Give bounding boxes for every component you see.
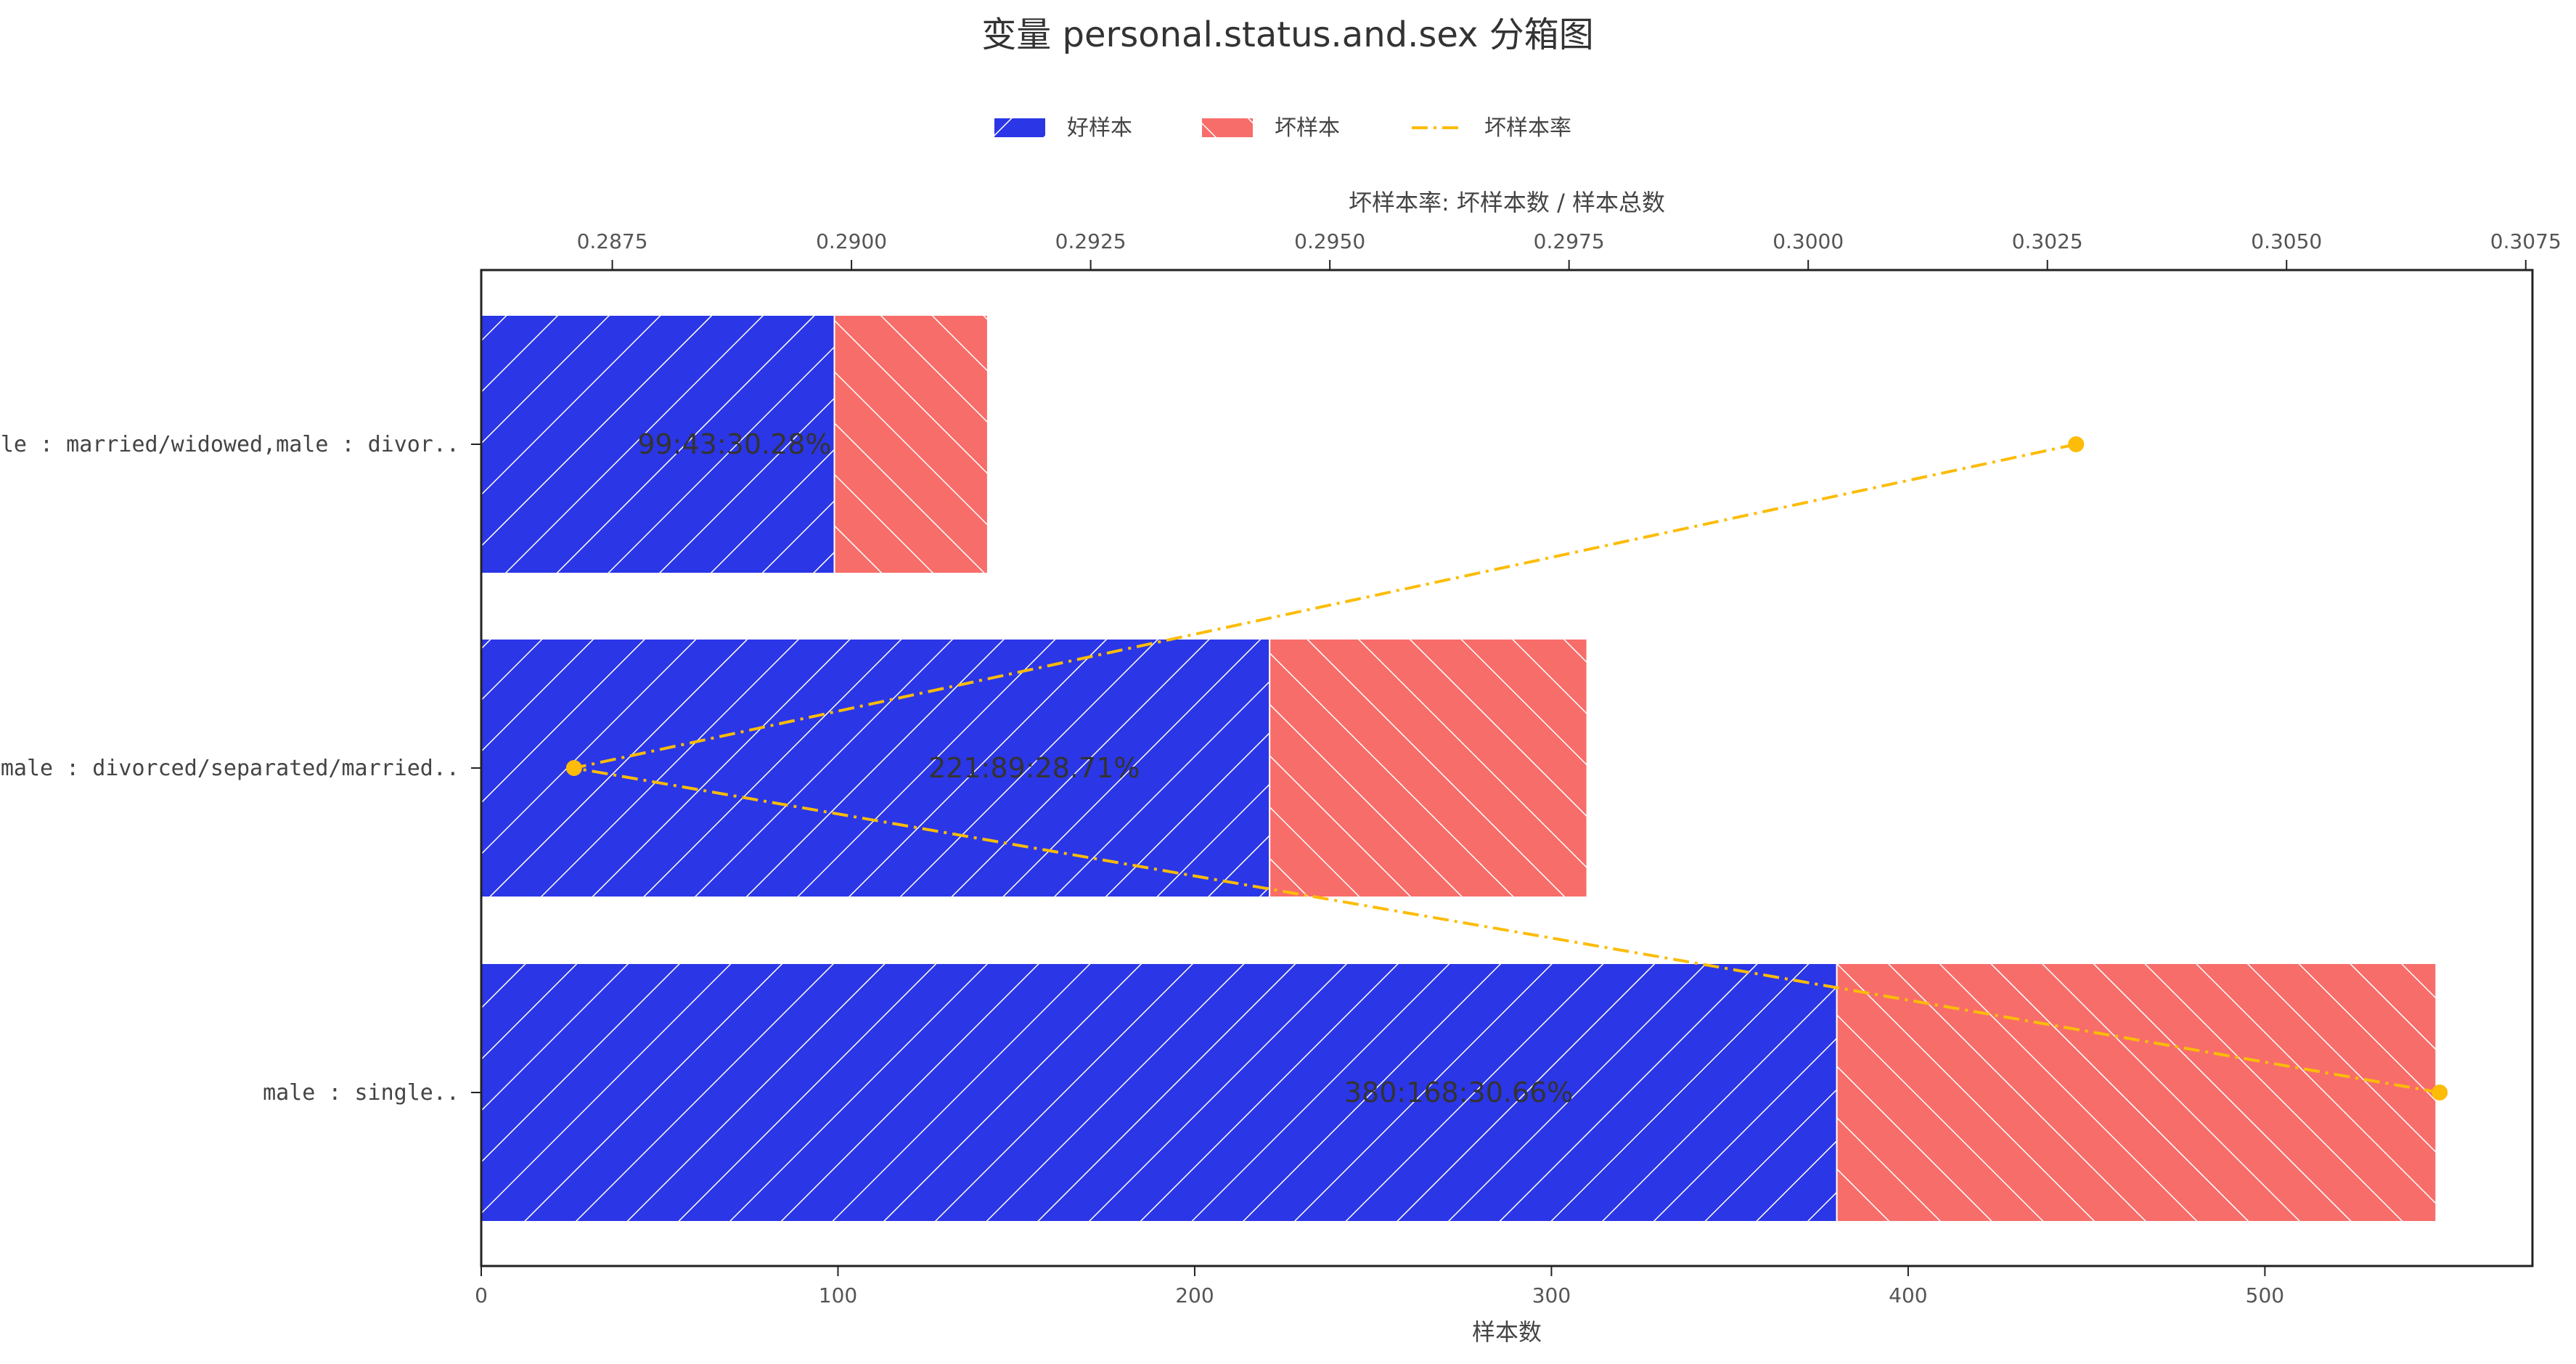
top-tick-label-3: 0.2950 (1294, 229, 1365, 253)
legend: 好样本 坏样本 坏样本率 (994, 115, 1571, 141)
top-tick-label-2: 0.2925 (1055, 229, 1127, 253)
top-tick-label-0: 0.2875 (577, 229, 648, 253)
bad-rate-point-0 (2068, 436, 2085, 452)
top-axis: 0.2875 0.2900 0.2925 0.2950 0.2975 0.3000 0.30… (577, 229, 2561, 270)
bar-good-0 (481, 314, 835, 574)
bar-bad-0 (833, 314, 989, 574)
legend-swatch-0 (994, 118, 1045, 137)
chart-title: 变量 personal.status.and.sex 分箱图 (981, 15, 1593, 55)
bottom-axis-title: 样本数 (1472, 1318, 1542, 1346)
bottom-tick-label-5: 500 (2246, 1283, 2284, 1307)
legend-swatch-1 (1202, 118, 1253, 137)
bar-good-2 (481, 963, 1838, 1222)
legend-label-0: 好样本 (1067, 115, 1132, 141)
top-tick-label-1: 0.2900 (816, 229, 887, 253)
bad-rate-line-layer (565, 436, 2448, 1100)
legend-label-2: 坏样本率 (1484, 115, 1571, 141)
category-label-1: female : divorced/separated/married.. (0, 756, 459, 781)
bad-rate-point-2 (2432, 1085, 2448, 1100)
bar-value-label-0: 99:43:30.28% (637, 428, 831, 460)
bar-labels-layer: 99:43:30.28% 221:89:28.71% 380:168:30.66% (637, 428, 1573, 1108)
bottom-tick-label-2: 200 (1175, 1283, 1214, 1307)
bottom-tick-label-0: 0 (475, 1283, 488, 1307)
bottom-axis: 0 100 200 300 400 500 (475, 1266, 2284, 1307)
bar-good-1 (481, 638, 1271, 898)
top-tick-label-8: 0.3075 (2490, 229, 2561, 253)
bar-value-label-1: 221:89:28.71% (928, 752, 1140, 784)
bottom-tick-label-4: 400 (1889, 1283, 1927, 1307)
top-tick-label-4: 0.2975 (1534, 229, 1605, 253)
top-axis-title: 坏样本率: 坏样本数 / 样本总数 (1349, 189, 1665, 216)
category-label-2: male : single.. (263, 1080, 459, 1106)
category-label-0: male : married/widowed,male : divor.. (0, 432, 459, 457)
top-tick-label-6: 0.3025 (2012, 229, 2083, 253)
category-axis: male : married/widowed,male : divor.. fem… (0, 432, 481, 1106)
bar-value-label-2: 380:168:30.66% (1344, 1077, 1574, 1108)
bar-bad-1 (1269, 638, 1588, 898)
top-tick-label-7: 0.3050 (2251, 229, 2322, 253)
bars-layer (481, 314, 2437, 1222)
bad-rate-point-1 (565, 760, 582, 776)
legend-label-1: 坏样本 (1275, 115, 1340, 141)
bottom-tick-label-1: 100 (819, 1283, 857, 1307)
bottom-tick-label-3: 300 (1532, 1283, 1571, 1307)
top-tick-label-5: 0.3000 (1772, 229, 1844, 253)
